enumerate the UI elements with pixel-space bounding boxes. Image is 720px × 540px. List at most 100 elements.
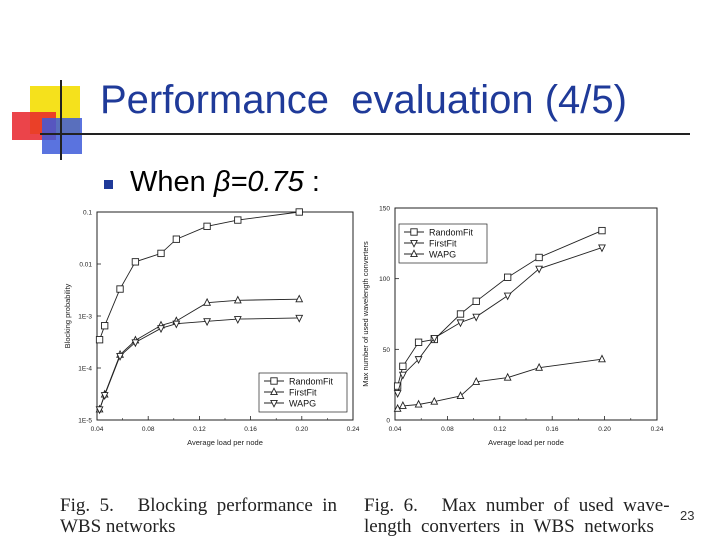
chart2-series-point-1 [393, 390, 402, 398]
chart2-series-point-0 [472, 297, 480, 305]
chart1-series-line-0 [99, 211, 300, 340]
chart2-y-tick-label: 50 [383, 347, 391, 354]
chart1-series-point-1 [233, 295, 242, 304]
chart2-x-tick-label: 0.20 [598, 426, 611, 433]
chart1-series-point-0 [131, 258, 140, 266]
chart2-series-point-0 [399, 362, 407, 370]
chart2-series-point-2 [393, 403, 402, 412]
chart1-x-tick-label: 0.04 [91, 426, 104, 433]
deco-vertical-rule [60, 80, 62, 160]
chart2-series-point-2 [598, 354, 606, 363]
chart1-y-tick-label: 1E-3 [78, 314, 92, 321]
chart1-series-point-0 [116, 285, 124, 293]
chart1-series-point-0 [95, 336, 104, 344]
chart2-legend-label-1: FirstFit [429, 239, 457, 249]
caption-fig5-line1: Fig. 5. Blocking performance in [60, 495, 338, 516]
chart2-series-point-1 [398, 371, 407, 380]
chart1-legend-marker-2 [270, 399, 278, 408]
chart1-y-tick-label: 1E-4 [78, 366, 92, 373]
chart2-series-point-0 [504, 273, 512, 281]
chart2-legend-marker-1 [410, 239, 418, 248]
chart1-series-point-1 [295, 294, 304, 303]
caption-fig6-line2: length converters in WBS networks [364, 516, 654, 537]
chart1-series-point-2 [95, 406, 104, 415]
bullet-suffix: : [303, 166, 320, 198]
chart2-legend-marker-2 [410, 249, 418, 258]
chart1-y-axis-label: Blocking probability [63, 283, 72, 348]
chart1-series-point-2 [203, 318, 212, 327]
chart1-series-point-2 [172, 320, 181, 329]
chart1-x-tick-label: 0.16 [244, 426, 257, 433]
chart1-series-point-1 [203, 297, 212, 306]
chart1-series-point-2 [157, 325, 165, 334]
chart2-y-tick-label: 100 [379, 276, 390, 283]
caption-fig5-line2: WBS networks [60, 516, 176, 537]
chart1-x-axis-label: Average load per node [187, 438, 263, 447]
chart1-series-point-2 [131, 339, 140, 348]
chart1-legend-label-2: WAPG [289, 399, 316, 409]
chart1-series-point-2 [233, 316, 242, 324]
page-number: 23 [680, 508, 695, 523]
caption-fig6: Fig. 6. Max number of used wave- length … [364, 495, 684, 537]
chart2-series-point-0 [414, 338, 423, 346]
chart1-x-tick-label: 0.20 [295, 426, 308, 433]
chart1-legend-label-1: FirstFit [289, 388, 317, 398]
chart1-series-point-0 [203, 222, 211, 230]
chart1-series-point-0 [101, 322, 109, 330]
chart2-series-point-0 [535, 253, 543, 262]
chart2-series-line-1 [397, 247, 603, 394]
chart2-x-tick-label: 0.24 [651, 426, 664, 433]
chart2-x-axis-label: Average load per node [488, 438, 564, 447]
chart2-legend-label-2: WAPG [429, 250, 456, 260]
chart2-series-point-1 [503, 292, 512, 301]
chart2-x-tick-label: 0.12 [493, 426, 506, 433]
chart1-y-tick-label: 0.01 [79, 262, 92, 269]
chart2-series-point-0 [598, 226, 606, 235]
slide-title: Performance evaluation (4/5) [100, 78, 627, 122]
chart2-series-point-2 [398, 401, 407, 409]
deco-horizontal-rule [40, 133, 690, 135]
chart1-series-point-0 [157, 249, 165, 258]
chart1-legend-label-0: RandomFit [289, 377, 334, 387]
chart2-series-point-0 [393, 382, 402, 390]
bullet-symbol: β=0.75 [213, 166, 304, 198]
deco-blue-block [42, 118, 82, 154]
chart1-series-point-2 [116, 352, 124, 361]
chart2-series-point-1 [598, 244, 606, 253]
chart2-y-tick-label: 150 [379, 206, 390, 213]
chart1-series-point-0 [295, 208, 303, 216]
chart2-series-point-2 [414, 399, 423, 408]
chart2-x-tick-label: 0.04 [389, 426, 402, 433]
chart2-series-point-1 [535, 265, 544, 274]
chart2-series-point-2 [503, 372, 512, 381]
chart2-series-point-1 [456, 319, 465, 328]
chart1-y-tick-label: 0.1 [83, 210, 92, 217]
bullet-text: When β=0.75 : [130, 166, 320, 199]
chart2-series-point-2 [430, 396, 439, 405]
blocking-probability-chart: 0.04 0.08 0.12 0.16 0.20 0.24 1E-5 1E-4 1E-3 0.01… [63, 208, 360, 447]
caption-fig5: Fig. 5. Blocking performance in WBS netw… [60, 495, 360, 537]
caption-fig6-line1: Fig. 6. Max number of used wave- [364, 495, 670, 516]
chart2-legend-label-0: RandomFit [429, 228, 474, 238]
chart2-series-point-2 [472, 377, 481, 385]
chart2-series-point-0 [456, 310, 465, 318]
chart1-series-point-0 [172, 235, 181, 243]
chart2-series-line-2 [397, 358, 603, 410]
chart2-y-axis-label: Max number of used wavelength converters [361, 241, 370, 387]
chart1-x-tick-label: 0.24 [347, 426, 360, 433]
chart2-series-point-2 [535, 362, 544, 371]
chart2-series-point-1 [414, 356, 423, 365]
chart2-x-tick-label: 0.16 [546, 426, 559, 433]
chart1-x-tick-label: 0.08 [142, 426, 155, 433]
chart1-x-tick-label: 0.12 [193, 426, 206, 433]
chart1-legend-marker-0 [270, 377, 278, 385]
chart1-series-point-0 [234, 216, 242, 224]
chart2-series-point-1 [430, 334, 439, 343]
chart2-y-tick-label: 0 [386, 418, 390, 425]
chart1-series-point-2 [100, 392, 109, 400]
chart2-series-point-1 [472, 313, 481, 322]
chart1-y-tick-label: 1E-5 [78, 418, 92, 425]
bullet-marker [104, 180, 113, 189]
chart2-legend-marker-0 [410, 228, 418, 236]
chart2-series-point-2 [456, 391, 465, 400]
